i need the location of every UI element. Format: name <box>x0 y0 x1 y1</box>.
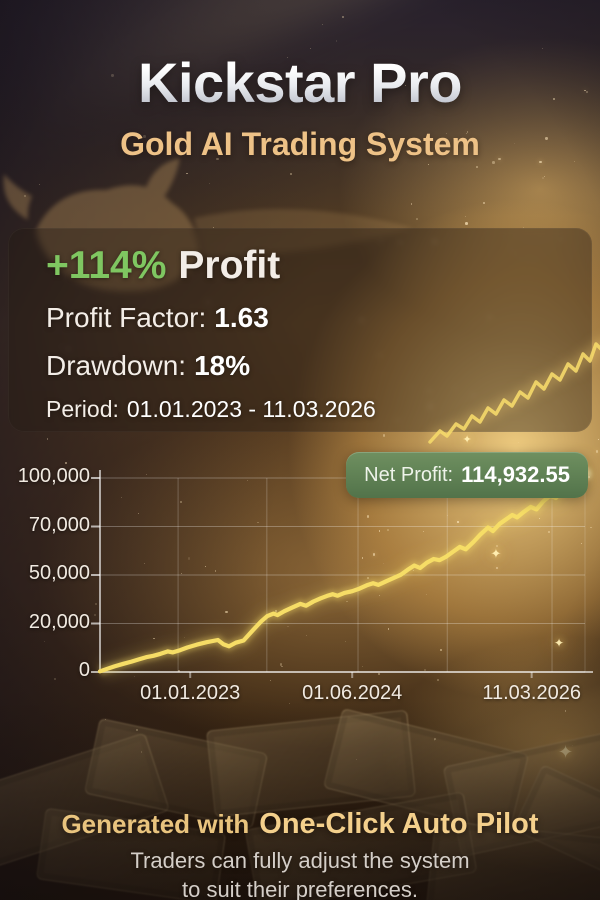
equity-curve <box>97 471 588 674</box>
period-label: Period: <box>46 396 119 422</box>
generated-prefix: Generated with <box>61 809 250 839</box>
y-axis-label: 50,000 <box>28 562 90 584</box>
equity-curve-glow <box>98 469 588 676</box>
y-axis-label: 0 <box>78 659 90 681</box>
profit-factor-label: Profit Factor: <box>46 302 207 333</box>
page-title: Kickstar Pro <box>0 50 600 115</box>
profit-word: Profit <box>178 244 281 287</box>
period-row: Period: 01.01.2023 - 11.03.2026 <box>46 396 376 423</box>
drawdown-label: Drawdown: <box>46 350 187 381</box>
profit-percent: +114% <box>46 244 167 287</box>
period-value: 01.01.2023 - 11.03.2026 <box>126 396 376 422</box>
drawdown-value: 18% <box>194 350 251 381</box>
net-profit-label: Net Profit: <box>364 463 454 486</box>
drawdown-row: Drawdown: 18% <box>46 350 250 382</box>
footer-note: Traders can fully adjust the system to s… <box>0 846 600 900</box>
net-profit-badge: Net Profit: 114,932.55 <box>346 452 588 498</box>
x-axis-label: 01.01.2023 <box>140 682 241 704</box>
footer-note-line1: Traders can fully adjust the system <box>130 848 470 873</box>
y-axis-label: 20,000 <box>28 610 90 633</box>
background-zigzag-line <box>428 342 600 444</box>
profit-factor-value: 1.63 <box>214 302 269 333</box>
footer-note-line2: to suit their preferences. <box>181 877 418 900</box>
generated-line: Generated with One-Click Auto Pilot <box>0 808 600 841</box>
y-axis-label: 70,000 <box>28 513 90 536</box>
page-subtitle: Gold AI Trading System <box>120 126 480 162</box>
net-profit-value: 114,932.55 <box>461 462 570 487</box>
equity-curve-aura <box>96 465 591 681</box>
x-axis-label: 01.06.2024 <box>302 682 403 704</box>
profit-factor-row: Profit Factor: 1.63 <box>46 302 269 334</box>
y-axis-label: 100,000 <box>17 465 90 487</box>
x-axis-label: 11.03.2026 <box>482 682 581 704</box>
profit-headline: +114% Profit <box>46 244 280 288</box>
generated-highlight: One-Click Auto Pilot <box>259 808 539 840</box>
